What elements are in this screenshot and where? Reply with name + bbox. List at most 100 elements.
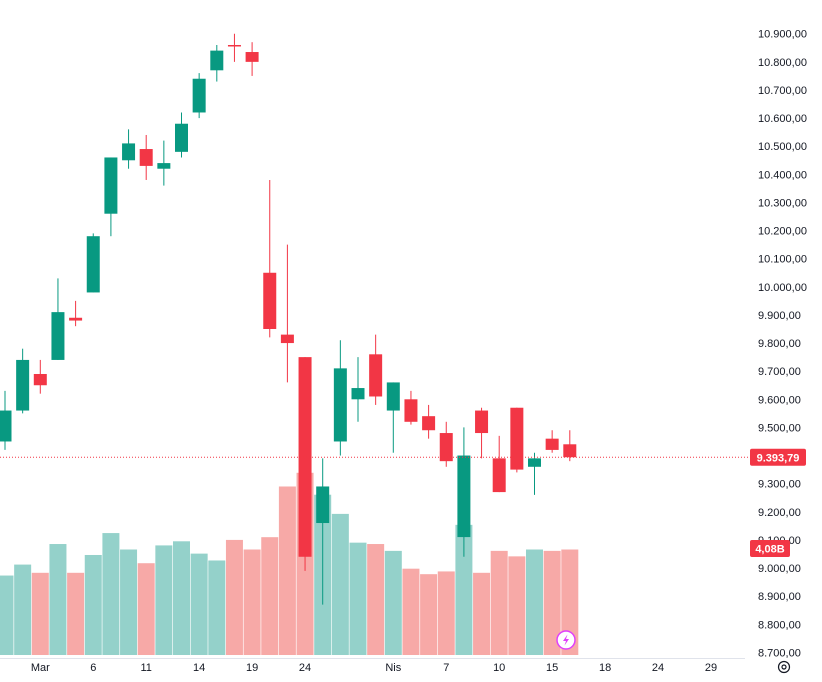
time-tick-label: 24: [652, 662, 664, 674]
candle: [298, 357, 312, 571]
candle-body: [510, 407, 524, 470]
lightning-icon[interactable]: [556, 630, 576, 650]
price-tick-label: 9.800,00: [758, 338, 801, 350]
candle: [545, 430, 559, 453]
candle-body: [104, 157, 118, 214]
candle-body: [475, 410, 489, 434]
time-tick-label: Nis: [385, 662, 401, 674]
volume-bar: [526, 549, 543, 655]
time-tick-label: 15: [546, 662, 558, 674]
volume-bar: [543, 550, 561, 655]
candle-body: [122, 143, 136, 161]
candle-body: [404, 399, 418, 422]
price-tick-label: 9.900,00: [758, 310, 801, 322]
candle: [351, 357, 365, 422]
candle-body: [298, 357, 312, 557]
candle: [439, 421, 453, 467]
price-tick-label: 8.900,00: [758, 591, 801, 603]
candle: [0, 390, 12, 450]
volume-bar: [331, 513, 349, 655]
volume-bar: [120, 549, 138, 655]
candle-body: [351, 388, 365, 400]
volume-bar: [137, 563, 155, 655]
candle: [422, 404, 436, 439]
last-price-badge: 9.393,79: [750, 448, 806, 466]
price-tick-label: 10.900,00: [758, 29, 807, 41]
candle-body: [139, 149, 153, 166]
time-tick-label: 24: [299, 662, 311, 674]
time-tick-label: 19: [246, 662, 258, 674]
candle-body: [210, 50, 224, 71]
candle: [51, 278, 65, 360]
price-tick-label: 10.100,00: [758, 254, 807, 266]
candle: [280, 244, 294, 383]
candle: [528, 452, 541, 495]
volume-bar: [437, 571, 455, 655]
time-axis: Mar 6 11 14 19 24 Nis 7 10 15 18 24 29: [31, 662, 717, 674]
candle: [457, 427, 471, 557]
candle: [104, 157, 118, 237]
volume-bar: [155, 545, 173, 655]
candle-body: [51, 312, 65, 360]
candle-body: [86, 236, 100, 293]
candle-body: [439, 433, 453, 462]
candle-body: [457, 455, 471, 538]
candle-body: [528, 458, 541, 467]
price-tick-label: 10.200,00: [758, 226, 807, 238]
volume-bar: [402, 568, 420, 655]
price-tick-label: 8.700,00: [758, 647, 801, 659]
volume-bar: [349, 542, 367, 655]
price-tick-label: 9.500,00: [758, 422, 801, 434]
candle-body: [16, 359, 30, 411]
time-tick-label: 18: [599, 662, 611, 674]
candle: [386, 382, 400, 453]
candle-body: [545, 438, 559, 450]
candle: [157, 140, 171, 186]
price-tick-label: 10.300,00: [758, 197, 807, 209]
volume-bar: [190, 553, 208, 655]
price-tick-label: 10.500,00: [758, 141, 807, 153]
volume-bar: [473, 572, 491, 655]
candle-body: [192, 78, 206, 113]
candle-body: [280, 334, 294, 344]
candle: [227, 33, 241, 62]
time-tick-label: 6: [90, 662, 96, 674]
gear-icon[interactable]: [777, 660, 791, 674]
volume-bar: [455, 524, 473, 655]
candle-body: [175, 123, 188, 152]
candle-body: [492, 458, 506, 493]
time-tick-label: Mar: [31, 662, 50, 674]
candle: [369, 334, 383, 405]
volume-bar: [384, 550, 402, 655]
volume-bar: [278, 486, 296, 655]
candle: [245, 42, 259, 76]
candle: [175, 112, 188, 158]
candle: [210, 44, 224, 82]
volume-bar: [102, 533, 120, 655]
price-tick-label: 9.600,00: [758, 394, 801, 406]
candle: [492, 435, 506, 493]
time-tick-label: 7: [443, 662, 449, 674]
candle: [316, 458, 330, 605]
price-tick-label: 8.800,00: [758, 619, 801, 631]
time-tick-label: 10: [493, 662, 505, 674]
price-tick-label: 9.700,00: [758, 366, 801, 378]
volume-bar: [561, 549, 579, 655]
volume-bar: [0, 575, 14, 655]
candle: [69, 300, 83, 327]
volume-bar: [84, 554, 102, 655]
price-tick-label: 9.200,00: [758, 507, 801, 519]
candle: [122, 129, 136, 169]
candle: [139, 134, 153, 180]
volume-bar: [208, 560, 226, 655]
price-tick-label: 10.400,00: [758, 169, 807, 181]
candle-body: [0, 410, 12, 442]
candle: [404, 390, 418, 425]
candle: [86, 233, 100, 293]
volume-bar: [225, 539, 243, 655]
volume-bar: [420, 574, 438, 655]
candle: [563, 430, 577, 462]
candle-body: [369, 354, 383, 397]
volume-bar: [49, 544, 67, 655]
time-tick-label: 11: [140, 662, 151, 674]
